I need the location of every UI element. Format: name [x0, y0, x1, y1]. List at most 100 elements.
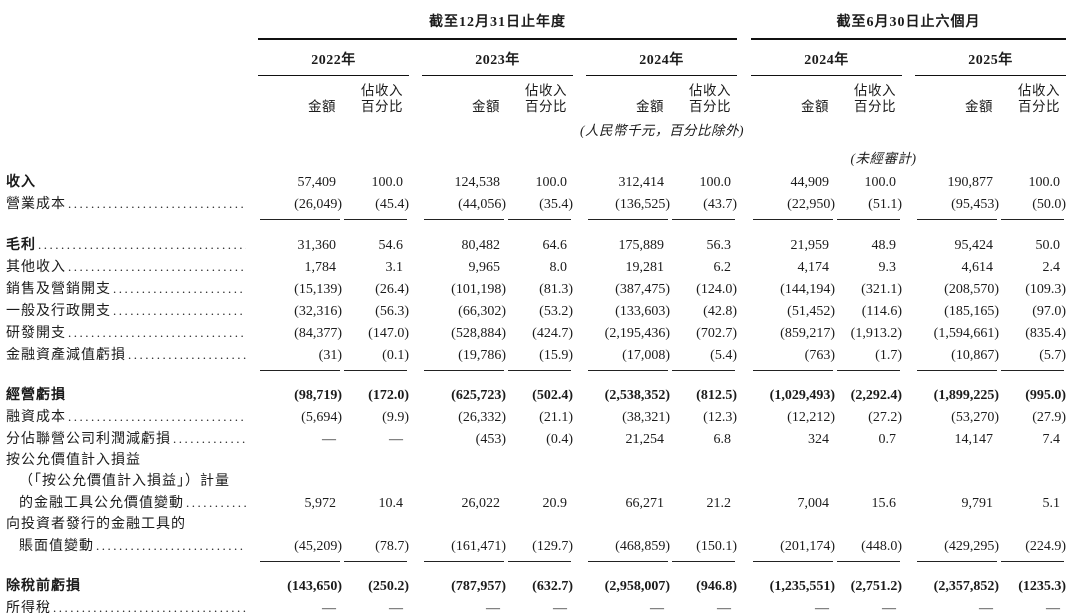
pct-cell: 6.8 [713, 432, 732, 447]
pct-cell: (0.4) [546, 432, 573, 447]
amount-cell: (22,950) [787, 197, 835, 212]
amount-cell: (136,525) [615, 197, 670, 212]
pct-cell: — [882, 601, 896, 613]
amount-cell: (2,195,436) [604, 326, 670, 341]
pct-cell: (147.0) [368, 326, 409, 341]
income-statement-table: 截至12月31日止年度 截至6月30日止六個月 2022年 2023年 2024… [6, 0, 1067, 613]
pct-cell: (150.1) [696, 539, 737, 554]
pct-header: 佔收入 百分比 [854, 83, 896, 114]
unaudited-note-row: (未經審計) [6, 141, 1066, 168]
amount-cell: 9,965 [468, 260, 501, 275]
table-row: 其他收入 1,784 3.1 9,965 8.0 19,281 6.2 4,174 9.3 4,6… [6, 256, 1066, 278]
currency-note-row: (人民幣千元，百分比除外) [6, 115, 1066, 141]
pct-cell: 54.6 [378, 238, 404, 253]
annual-section-rule [258, 38, 737, 40]
amount-cell: (95,453) [951, 197, 999, 212]
amount-cell: (31) [318, 348, 342, 363]
table-row: 毛利 31,360 54.6 80,482 64.6 175,889 56.3 21,959 4… [6, 231, 1066, 256]
amount-cell: (2,958,007) [604, 579, 670, 594]
pct-cell: 6.2 [713, 260, 732, 275]
amount-cell: (161,471) [451, 539, 506, 554]
interim-section-rule [751, 38, 1067, 40]
dot-leader [53, 597, 246, 613]
pct-cell: 21.2 [706, 496, 732, 511]
amount-cell: (45,209) [294, 539, 342, 554]
table-row: 銷售及營銷開支 (15,139) (26.4) (101,198) (81.3) (387… [6, 278, 1066, 300]
row-label: 按公允價值計入損益 （「按公允價值計入損益」）計量 的金融工具公允價值變動 [6, 450, 258, 514]
pct-cell: (502.4) [532, 388, 573, 403]
pct-cell: (0.1) [382, 348, 409, 363]
dot-leader [113, 300, 246, 322]
amount-cell: (1,029,493) [769, 388, 835, 403]
pct-cell: 100.0 [535, 175, 568, 190]
row-label: 銷售及營銷開支 [6, 278, 258, 300]
amount-cell: 14,147 [954, 432, 994, 447]
pct-cell: (1,913.2) [850, 326, 902, 341]
pct-cell: 50.0 [1035, 238, 1061, 253]
amount-cell: (763) [804, 348, 835, 363]
section-title-row: 截至12月31日止年度 截至6月30日止六個月 [6, 0, 1066, 38]
pct-cell: (1235.3) [1018, 579, 1067, 594]
currency-note: (人民幣千元，百分比除外) [580, 123, 744, 138]
pct-cell: 9.3 [878, 260, 897, 275]
pct-cell: 100.0 [371, 175, 404, 190]
interim-section-title: 截至6月30日止六個月 [836, 15, 981, 30]
pct-cell: 5.1 [1042, 496, 1061, 511]
amount-header: 金額 [472, 99, 500, 114]
pct-cell: (995.0) [1025, 388, 1067, 403]
pct-cell: (2,292.4) [850, 388, 902, 403]
amount-cell: 31,360 [297, 238, 337, 253]
pct-cell: (114.6) [861, 304, 902, 319]
amount-cell: (208,570) [944, 282, 999, 297]
pct-cell: — [717, 601, 731, 613]
dot-leader [68, 322, 246, 344]
amount-cell: 312,414 [618, 175, 665, 190]
pct-cell: (109.3) [1025, 282, 1067, 297]
amount-cell: (10,867) [951, 348, 999, 363]
amount-cell: (84,377) [294, 326, 342, 341]
pct-cell: (35.4) [539, 197, 573, 212]
year-interim-2025: 2025年 [968, 53, 1013, 68]
pct-cell: — [1046, 601, 1061, 613]
amount-cell: 175,889 [618, 238, 665, 253]
table-row: 收入 57,409 100.0 124,538 100.0 312,414 100.0 44,… [6, 168, 1066, 193]
row-label: 向投資者發行的金融工具的 賬面值變動 [6, 514, 258, 557]
pct-cell: (81.3) [539, 282, 573, 297]
row-label: 收入 [6, 175, 36, 190]
row-label: 分佔聯營公司利潤減虧損 [6, 428, 258, 450]
pct-cell: (5.7) [1039, 348, 1067, 363]
amount-cell: — [979, 601, 993, 613]
year-row: 2022年 2023年 2024年 2024年 2025年 [6, 40, 1066, 75]
pct-cell: 20.9 [542, 496, 568, 511]
amount-cell: 80,482 [461, 238, 501, 253]
amount-cell: (12,212) [787, 410, 835, 425]
pct-cell: 7.4 [1042, 432, 1061, 447]
amount-cell: 57,409 [297, 175, 337, 190]
dot-leader [186, 492, 246, 514]
row-label: 經營虧損 [6, 388, 66, 403]
pct-cell: 2.4 [1042, 260, 1061, 275]
amount-cell: 7,004 [797, 496, 830, 511]
amount-cell: (2,538,352) [604, 388, 670, 403]
pct-cell: (172.0) [368, 388, 409, 403]
pct-cell: (946.8) [696, 579, 737, 594]
pct-cell: 100.0 [864, 175, 897, 190]
amount-cell: 26,022 [461, 496, 501, 511]
amount-cell: 66,271 [625, 496, 665, 511]
amount-cell: 21,959 [790, 238, 830, 253]
dot-leader [38, 234, 246, 256]
amount-cell: (17,008) [622, 348, 670, 363]
table-row: 金融資產減值虧損 (31) (0.1) (19,786) (15.9) (17,008) (… [6, 344, 1066, 366]
pct-cell: (1.7) [875, 348, 902, 363]
rule-row [6, 215, 1066, 231]
row-label: 營業成本 [6, 193, 258, 215]
pct-cell: (45.4) [375, 197, 409, 212]
amount-cell: (144,194) [780, 282, 835, 297]
dot-leader [113, 278, 246, 300]
amount-cell: (26,332) [458, 410, 506, 425]
pct-cell: (448.0) [861, 539, 902, 554]
pct-cell: (702.7) [696, 326, 737, 341]
amount-cell: (143,650) [287, 579, 342, 594]
table-row: 經營虧損 (98,719) (172.0) (625,723) (502.4) (2,53… [6, 382, 1066, 406]
table-row: 融資成本 (5,694) (9.9) (26,332) (21.1) (38,321) (1… [6, 406, 1066, 428]
